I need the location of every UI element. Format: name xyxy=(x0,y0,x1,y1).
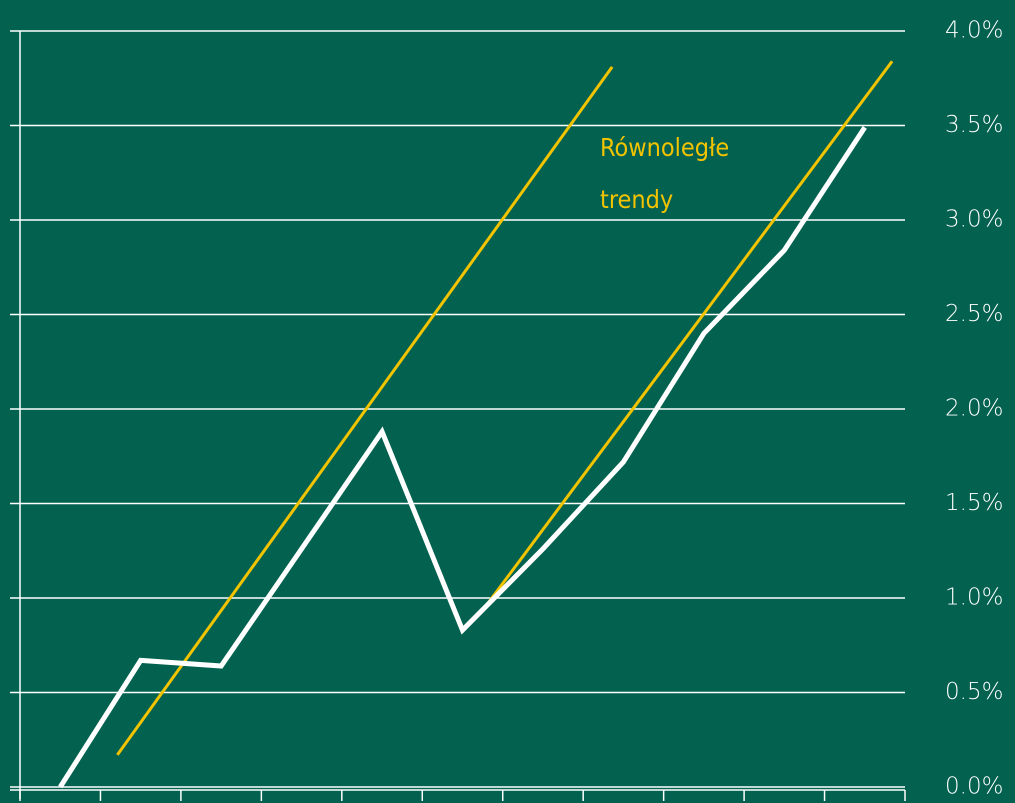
data-line xyxy=(58,126,867,789)
y-tick-label: 3.5% xyxy=(945,112,1003,138)
y-tick-label: 4.0% xyxy=(945,18,1003,44)
y-tick-label: 0.5% xyxy=(945,679,1003,705)
y-tick-label: 1.0% xyxy=(945,585,1003,611)
trend-line xyxy=(482,60,894,611)
y-tick-label: 0.0% xyxy=(945,774,1003,800)
y-tick-label: 3.0% xyxy=(945,207,1003,233)
y-tick-label: 2.5% xyxy=(945,301,1003,327)
y-tick-label: 2.0% xyxy=(945,396,1003,422)
annotation: Równoległe xyxy=(600,133,729,162)
trend-line xyxy=(116,66,614,756)
annotation: trendy xyxy=(600,185,673,214)
y-tick-label: 1.5% xyxy=(945,490,1003,516)
